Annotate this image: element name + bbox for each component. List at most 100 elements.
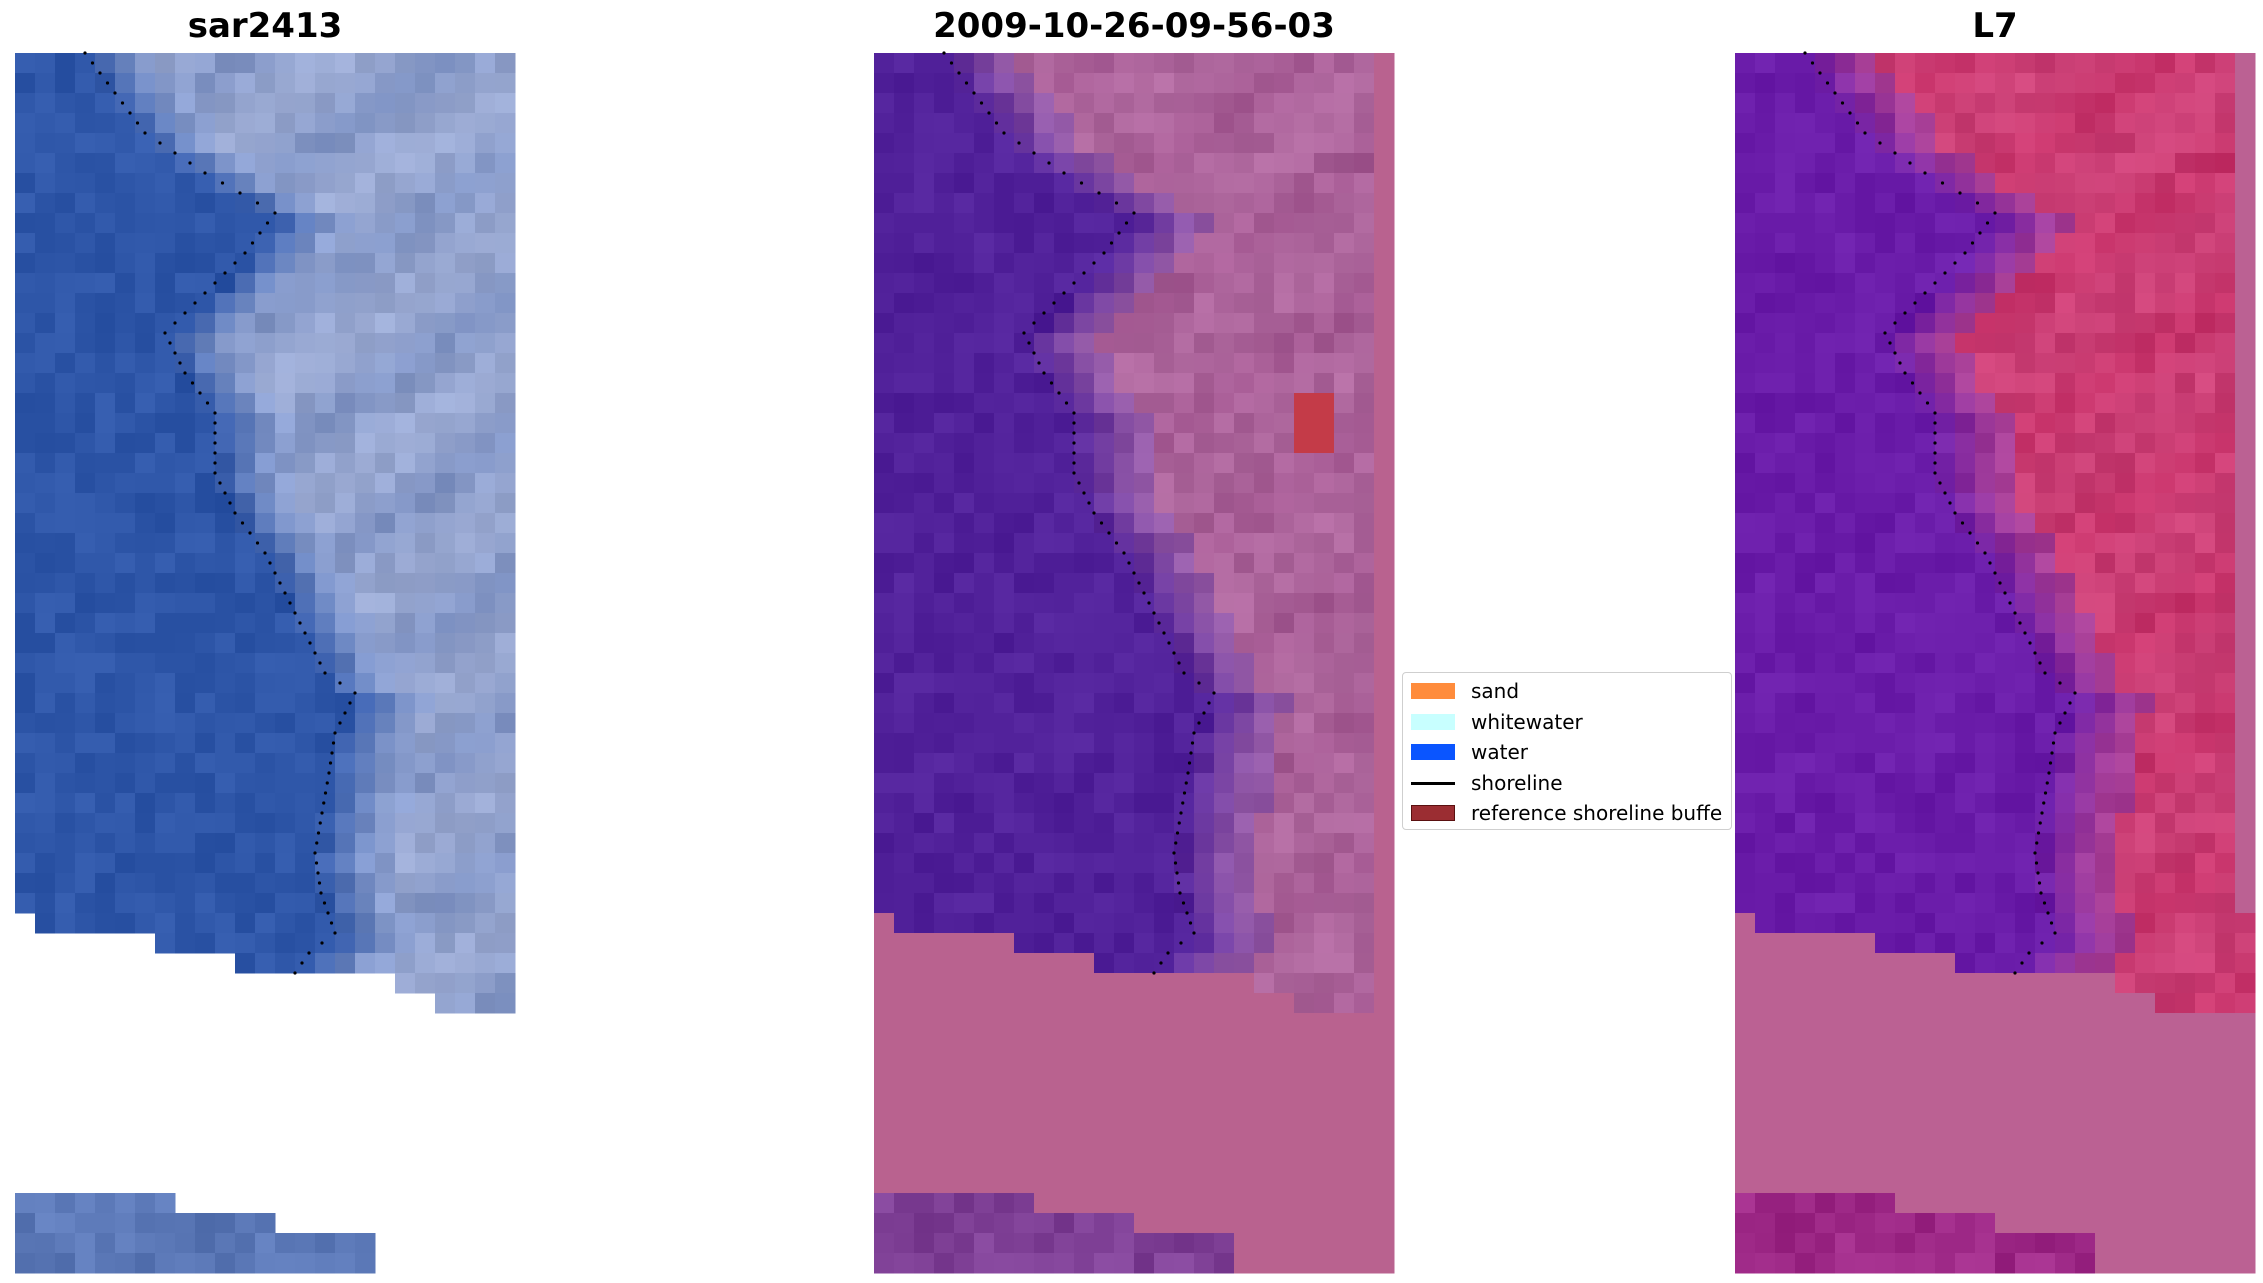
shoreline-dot [183, 311, 187, 315]
pixel-cell [974, 653, 995, 674]
pixel-cell [1815, 1093, 1836, 1114]
pixel-cell [2075, 953, 2096, 974]
pixel-cell [1154, 1053, 1175, 1074]
pixel-cell [914, 1153, 935, 1174]
pixel-cell [1294, 133, 1315, 154]
pixel-cell [1094, 733, 1115, 754]
pixel-cell [435, 673, 456, 694]
pixel-cell [235, 133, 256, 154]
pixel-cell [1975, 153, 1996, 174]
pixel-cell [435, 413, 456, 434]
pixel-cell [1354, 753, 1375, 774]
pixel-cell [35, 853, 56, 874]
pixel-cell [1074, 73, 1095, 94]
pixel-cell [1895, 73, 1916, 94]
pixel-cell [1254, 1193, 1275, 1214]
pixel-cell [95, 633, 116, 654]
pixel-cell [1855, 213, 1876, 234]
shoreline-dot [1933, 451, 1937, 455]
pixel-cell [1334, 913, 1355, 934]
pixel-cell [1875, 833, 1896, 854]
pixel-cell [475, 433, 496, 454]
pixel-cell [2135, 433, 2156, 454]
pixel-cell [235, 473, 256, 494]
pixel-cell [1835, 93, 1856, 114]
pixel-cell [2155, 553, 2176, 574]
pixel-cell [1054, 313, 1075, 334]
pixel-cell [1855, 1233, 1876, 1254]
pixel-cell [2135, 1133, 2156, 1154]
pixel-cell [1815, 1173, 1836, 1194]
pixel-cell [954, 853, 975, 874]
pixel-cell [1074, 133, 1095, 154]
pixel-cell [1815, 1233, 1836, 1254]
pixel-cell [1174, 713, 1195, 734]
pixel-cell [2095, 1233, 2116, 1254]
pixel-cell [495, 293, 516, 314]
pixel-cell [1374, 353, 1395, 374]
pixel-cell [1795, 413, 1816, 434]
pixel-cell [2235, 453, 2256, 474]
pixel-cell [1234, 913, 1255, 934]
pixel-cell [95, 113, 116, 134]
pixel-cell [155, 733, 176, 754]
shoreline-dot [1878, 141, 1882, 145]
pixel-cell [2235, 1253, 2256, 1274]
pixel-cell [115, 233, 136, 254]
pixel-cell [455, 853, 476, 874]
pixel-cell [1294, 453, 1315, 474]
shoreline-dot [143, 131, 147, 135]
pixel-cell [335, 333, 356, 354]
pixel-cell [1855, 513, 1876, 534]
pixel-cell [2135, 413, 2156, 434]
pixel-cell [255, 793, 276, 814]
pixel-cell [1795, 933, 1816, 954]
pixel-cell [435, 213, 456, 234]
pixel-cell [2115, 653, 2136, 674]
pixel-cell [375, 673, 396, 694]
pixel-cell [155, 593, 176, 614]
pixel-cell [215, 933, 236, 954]
pixel-cell [1354, 973, 1375, 994]
shoreline-dot [2033, 851, 2037, 855]
pixel-cell [974, 713, 995, 734]
pixel-cell [1875, 893, 1896, 914]
pixel-cell [475, 853, 496, 874]
pixel-cell [35, 693, 56, 714]
pixel-cell [934, 533, 955, 554]
pixel-cell [255, 233, 276, 254]
pixel-cell [395, 573, 416, 594]
pixel-cell [1334, 1073, 1355, 1094]
pixel-cell [315, 813, 336, 834]
pixel-cell [15, 53, 36, 74]
pixel-cell [2015, 193, 2036, 214]
pixel-cell [1114, 513, 1135, 534]
pixel-cell [55, 913, 76, 934]
pixel-cell [1094, 953, 1115, 974]
pixel-cell [1134, 953, 1155, 974]
pixel-cell [175, 333, 196, 354]
pixel-cell [295, 613, 316, 634]
pixel-cell [395, 153, 416, 174]
pixel-cell [415, 933, 436, 954]
pixel-cell [2135, 1153, 2156, 1174]
pixel-cell [335, 393, 356, 414]
pixel-cell [1835, 673, 1856, 694]
pixel-cell [1134, 253, 1155, 274]
pixel-cell [2115, 93, 2136, 114]
shoreline-dot [1197, 721, 1201, 725]
pixel-cell [1314, 1093, 1335, 1114]
pixel-cell [415, 273, 436, 294]
pixel-cell [375, 513, 396, 534]
pixel-cell [75, 373, 96, 394]
pixel-cell [1194, 253, 1215, 274]
panel-title-rgb: sar2413 [187, 6, 343, 46]
pixel-cell [1354, 733, 1375, 754]
pixel-cell [874, 673, 895, 694]
pixel-cell [2155, 1013, 2176, 1034]
pixel-cell [1294, 493, 1315, 514]
pixel-cell [2195, 1033, 2216, 1054]
pixel-cell [315, 573, 336, 594]
pixel-cell [1334, 93, 1355, 114]
shoreline-dot [1107, 531, 1111, 535]
